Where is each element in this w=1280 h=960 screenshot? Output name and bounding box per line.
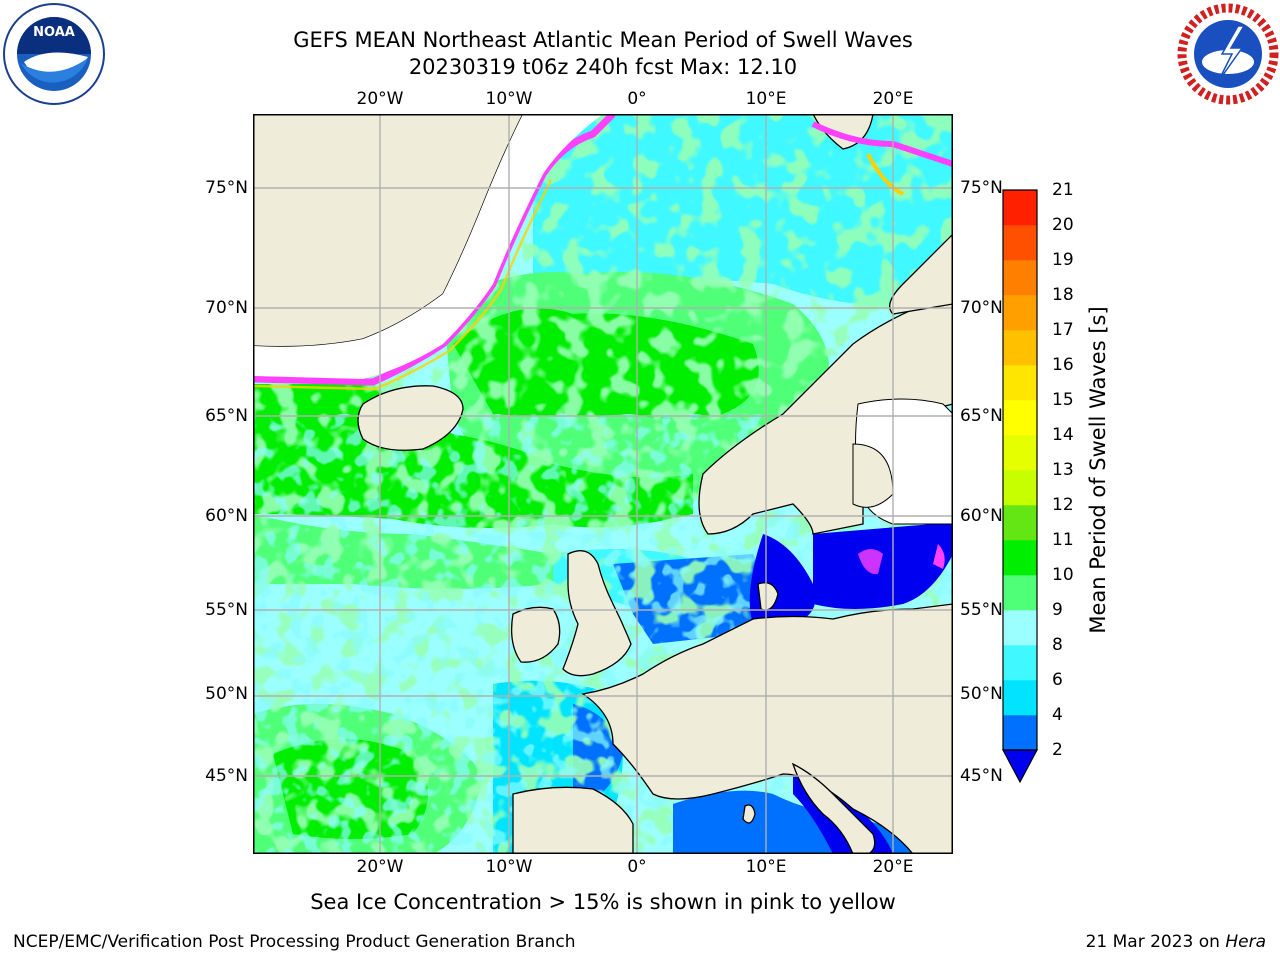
lon-label-top: 10°W — [485, 89, 533, 109]
lat-label-right: 60°N — [960, 506, 1003, 526]
lon-label-bottom: 0° — [627, 857, 647, 877]
lat-label-left: 70°N — [205, 298, 248, 318]
colorbar-swatch — [1003, 400, 1037, 436]
colorbar-tick-label: 16 — [1052, 355, 1074, 375]
lat-label-right: 45°N — [960, 766, 1003, 786]
colorbar-swatch — [1003, 435, 1037, 471]
colorbar-swatch — [1003, 645, 1037, 681]
footer-host: Hera — [1225, 932, 1266, 952]
colorbar-swatch — [1003, 575, 1037, 611]
footer-date: 21 Mar 2023 on Hera — [1086, 932, 1266, 952]
lat-label-left: 65°N — [205, 406, 248, 426]
lat-label-right: 50°N — [960, 684, 1003, 704]
footer-organization: NCEP/EMC/Verification Post Processing Pr… — [13, 932, 576, 952]
colorbar-label: Mean Period of Swell Waves [s] — [1086, 306, 1110, 634]
lon-label-top: 0° — [627, 89, 647, 109]
lat-label-right: 70°N — [960, 298, 1003, 318]
lat-label-left: 75°N — [205, 178, 248, 198]
lon-label-bottom: 10°E — [745, 857, 787, 877]
footer-date-text: 21 Mar 2023 on — [1085, 932, 1220, 952]
colorbar-swatch — [1003, 225, 1037, 261]
lon-label-bottom: 10°W — [485, 857, 533, 877]
chart-title: GEFS MEAN Northeast Atlantic Mean Period… — [293, 28, 913, 52]
colorbar-tick-label: 9 — [1052, 600, 1063, 620]
lat-label-right: 55°N — [960, 600, 1003, 620]
lon-label-bottom: 20°E — [872, 857, 914, 877]
colorbar-swatch — [1003, 505, 1037, 541]
lat-label-left: 55°N — [205, 600, 248, 620]
lat-label-left: 45°N — [205, 766, 248, 786]
colorbar-tick-label: 8 — [1052, 635, 1063, 655]
lat-label-right: 75°N — [960, 178, 1003, 198]
colorbar-swatch — [1003, 295, 1037, 331]
lat-label-left: 60°N — [205, 506, 248, 526]
colorbar-swatch — [1003, 715, 1037, 751]
lon-label-top: 20°E — [872, 89, 914, 109]
colorbar — [1002, 189, 1038, 784]
colorbar-tick-label: 4 — [1052, 705, 1063, 725]
colorbar-tick-label: 20 — [1052, 215, 1074, 235]
colorbar-swatch — [1003, 190, 1037, 226]
colorbar-tick-label: 19 — [1052, 250, 1074, 270]
colorbar-tick-label: 13 — [1052, 460, 1074, 480]
lon-label-top: 10°E — [745, 89, 787, 109]
nws-logo-icon — [1177, 3, 1279, 105]
colorbar-tick-label: 6 — [1052, 670, 1063, 690]
colorbar-tick-label: 14 — [1052, 425, 1074, 445]
colorbar-tick-label: 12 — [1052, 495, 1074, 515]
colorbar-tick-label: 15 — [1052, 390, 1074, 410]
chart-subtitle: 20230319 t06z 240h fcst Max: 12.10 — [408, 55, 798, 79]
colorbar-swatch — [1003, 330, 1037, 366]
graticule — [253, 114, 953, 854]
colorbar-tick-label: 2 — [1052, 740, 1063, 760]
lat-label-left: 50°N — [205, 684, 248, 704]
swell-period-map — [253, 114, 953, 854]
colorbar-tick-label: 17 — [1052, 320, 1074, 340]
colorbar-tick-label: 21 — [1052, 180, 1074, 200]
sea-ice-note: Sea Ice Concentration > 15% is shown in … — [310, 890, 896, 914]
lat-label-right: 65°N — [960, 406, 1003, 426]
colorbar-tick-label: 10 — [1052, 565, 1074, 585]
colorbar-swatch — [1003, 680, 1037, 716]
lon-label-top: 20°W — [356, 89, 404, 109]
noaa-logo-icon: NOAA — [3, 3, 105, 105]
colorbar-swatch — [1003, 540, 1037, 576]
colorbar-swatch — [1003, 610, 1037, 646]
colorbar-tick-label: 18 — [1052, 285, 1074, 305]
lon-label-bottom: 20°W — [356, 857, 404, 877]
colorbar-swatch — [1003, 365, 1037, 401]
colorbar-swatch — [1003, 260, 1037, 296]
colorbar-tick-label: 11 — [1052, 530, 1074, 550]
svg-text:NOAA: NOAA — [33, 25, 75, 40]
colorbar-swatch — [1003, 470, 1037, 506]
